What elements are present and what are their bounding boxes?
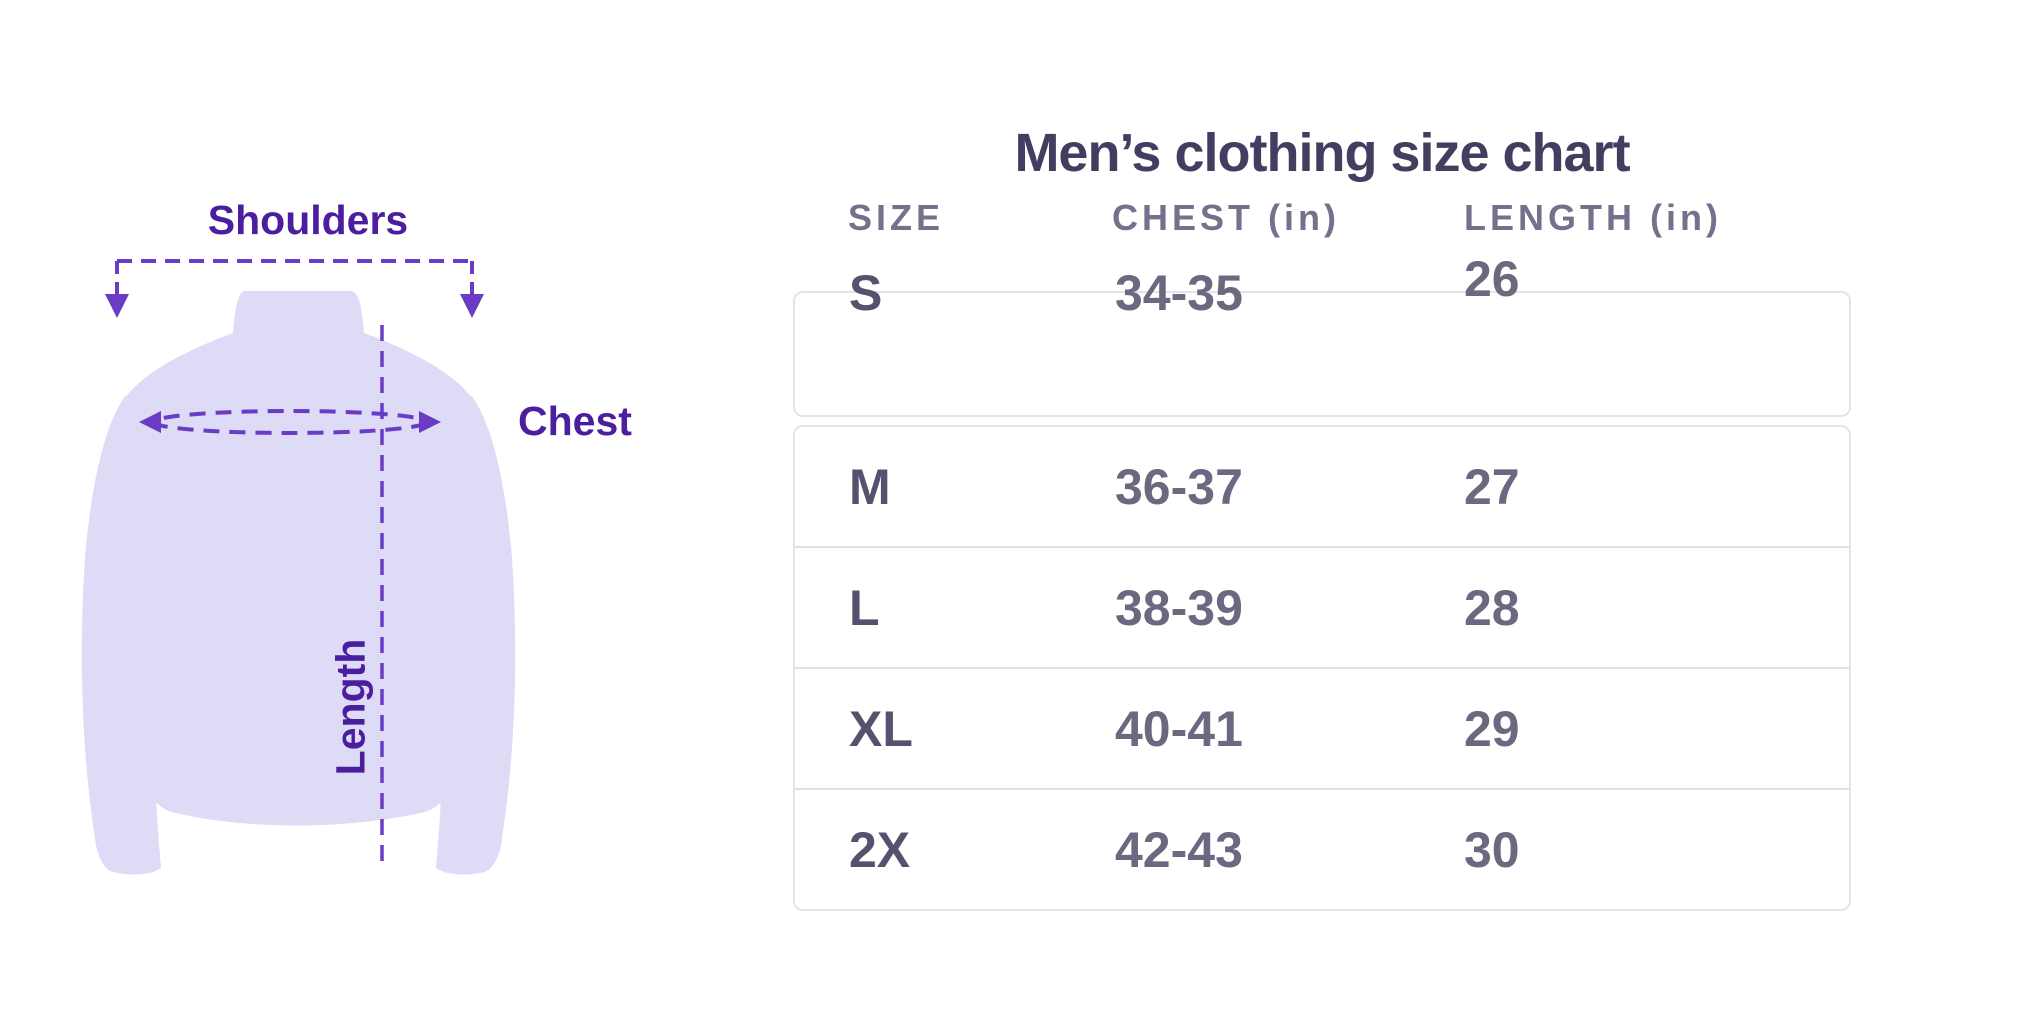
length-value: 28 — [1464, 579, 1520, 636]
column-header-chest: CHEST (in) — [1112, 197, 1340, 238]
column-header-size: SIZE — [848, 197, 945, 238]
table-row: XL 40-41 29 — [795, 667, 1849, 788]
shoulders-label: Shoulders — [207, 197, 409, 243]
table-row: M 36-37 27 — [795, 427, 1849, 546]
column-header-length: LENGTH (in) — [1464, 197, 1722, 238]
length-label: Length — [327, 638, 374, 776]
size-value: M — [849, 458, 891, 515]
size-value: XL — [849, 700, 913, 757]
page-title: Men’s clothing size chart — [1014, 123, 1630, 184]
chest-value: 34-35 — [1115, 265, 1243, 321]
length-value: 30 — [1464, 821, 1520, 878]
chest-label: Chest — [518, 398, 632, 444]
shirt-measurement-diagram — [81, 259, 516, 875]
length-value: 29 — [1464, 700, 1520, 757]
chest-measure-ellipse — [139, 409, 441, 435]
size-value: S — [849, 265, 883, 321]
size-row-card-s: S 34-35 26 — [793, 254, 1851, 417]
size-value: L — [849, 579, 880, 636]
size-rows-card: M 36-37 27 L 38-39 28 XL 40-41 29 2X 42-… — [793, 425, 1851, 911]
shoulders-measure-arrows — [105, 259, 484, 318]
chest-value: 36-37 — [1115, 458, 1243, 515]
chest-value: 40-41 — [1115, 700, 1243, 757]
size-value: 2X — [849, 821, 911, 878]
length-value: 26 — [1464, 251, 1520, 307]
table-row: L 38-39 28 — [795, 546, 1849, 667]
table-row: 2X 42-43 30 — [795, 788, 1849, 909]
shirt-silhouette — [81, 291, 516, 875]
length-value: 27 — [1464, 458, 1520, 515]
chest-value: 38-39 — [1115, 579, 1243, 636]
chest-value: 42-43 — [1115, 821, 1243, 878]
